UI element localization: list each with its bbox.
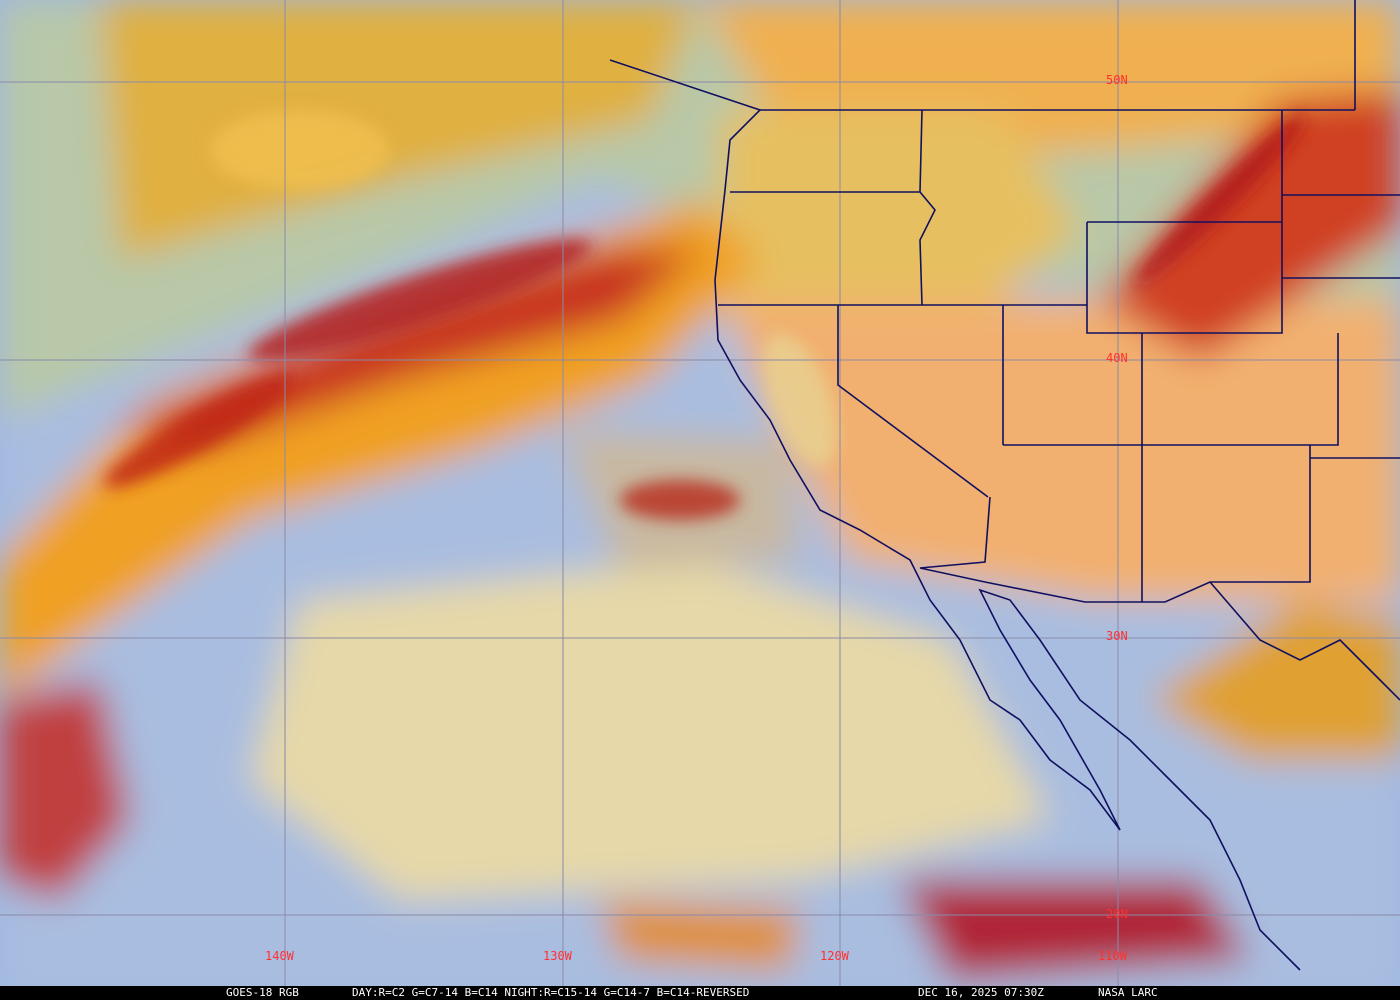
lat-label-40n: 40N bbox=[1106, 351, 1128, 365]
lon-label-120w: 120W bbox=[820, 949, 850, 963]
lat-label-30n: 30N bbox=[1106, 629, 1128, 643]
lat-label-20n: 20N bbox=[1106, 907, 1128, 921]
rgb-recipe: DAY:R=C2 G=C7-14 B=C14 NIGHT:R=C15-14 G=… bbox=[352, 986, 750, 999]
lat-label-50n: 50N bbox=[1106, 73, 1128, 87]
grid-labels: 50N 40N 30N 20N 140W 130W 120W 110W bbox=[265, 73, 1128, 963]
credit: NASA LARC bbox=[1098, 986, 1158, 999]
lon-label-130w: 130W bbox=[543, 949, 573, 963]
timestamp: DEC 16, 2025 07:30Z bbox=[918, 986, 1044, 999]
state-borders bbox=[718, 0, 1400, 603]
coastline bbox=[609, 59, 1301, 971]
lon-label-140w: 140W bbox=[265, 949, 295, 963]
lon-label-110w: 110W bbox=[1098, 949, 1128, 963]
cloud-detail bbox=[104, 110, 1306, 520]
product-name: GOES-18 RGB bbox=[226, 986, 299, 999]
caption-bar: GOES-18 RGB DAY:R=C2 G=C7-14 B=C14 NIGHT… bbox=[0, 986, 1400, 1000]
mexico-border bbox=[1209, 581, 1400, 701]
boundaries bbox=[609, 0, 1400, 971]
